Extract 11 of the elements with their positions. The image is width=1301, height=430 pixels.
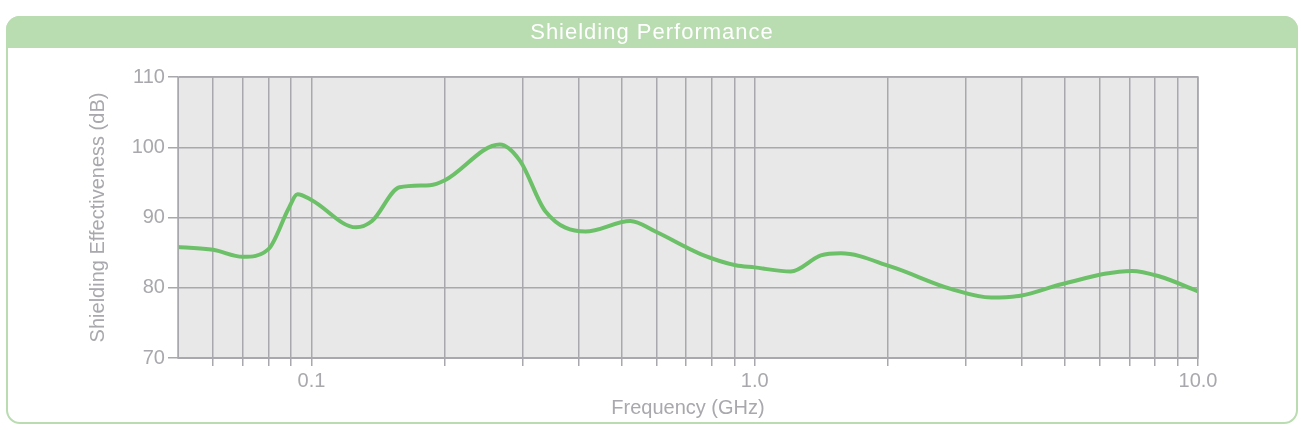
y-tick-label: 110 <box>133 64 165 87</box>
chart-title: Shielding Performance <box>6 16 1298 48</box>
y-tick-label: 80 <box>142 275 165 298</box>
x-axis-title: Frequency (GHz) <box>611 395 765 418</box>
y-tick-label: 100 <box>131 134 165 157</box>
y-tick-label: 90 <box>142 205 165 228</box>
x-tick-label: 10.0 <box>1178 368 1218 391</box>
y-tick-label: 70 <box>142 345 165 368</box>
x-tick-label: 1.0 <box>740 368 769 391</box>
x-tick-label: 0.1 <box>297 368 326 391</box>
y-axis-title: Shielding Effectiveness (dB) <box>85 92 108 343</box>
